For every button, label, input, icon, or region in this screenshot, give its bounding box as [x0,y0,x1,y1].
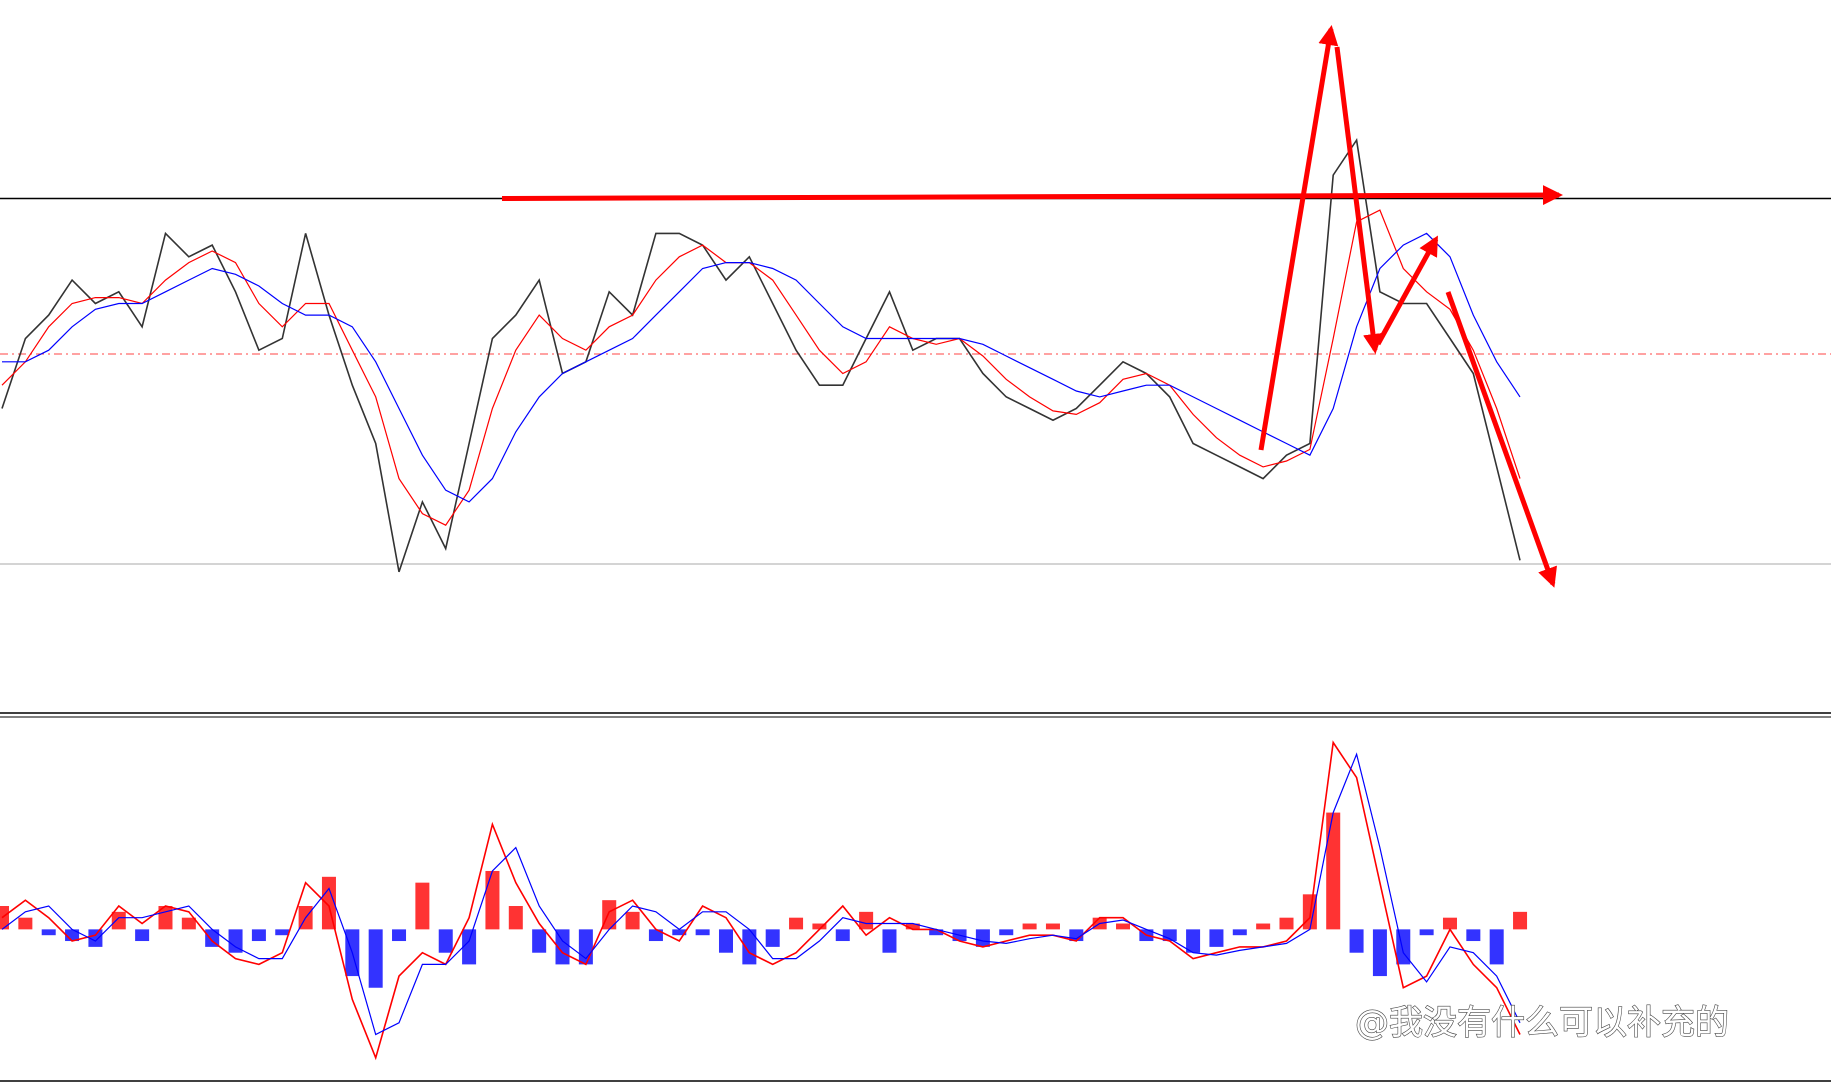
histogram-bar [1466,929,1481,942]
histogram-bar [1232,929,1247,936]
histogram-bar [0,906,10,930]
histogram-bar [1022,923,1037,930]
histogram-bar [789,917,804,930]
annotations [501,25,1563,588]
arrow [501,185,1563,206]
histogram-bar [438,929,453,953]
histogram-bar [111,911,126,930]
histogram-bar [368,929,383,988]
histogram-bar [485,870,500,930]
histogram-bar [1279,917,1294,930]
histogram-bar [1442,917,1457,930]
histogram-bar [1513,911,1528,930]
histogram-bar [1419,929,1434,936]
histogram-bar [695,929,710,936]
histogram-bar [999,929,1014,936]
histogram-bar [835,929,850,942]
series-line [2,232,1521,503]
histogram-bar [1162,929,1177,942]
histogram-bar [859,911,874,930]
histogram-bar [1302,894,1317,930]
arrow [1375,235,1439,346]
histogram-bar [905,923,920,930]
histogram-bar [205,929,220,947]
histogram-bar [1326,812,1341,930]
histogram-bar [228,929,243,953]
price-panel [0,137,1831,573]
histogram-bar [812,923,827,930]
histogram-bar [1186,929,1201,953]
histogram-bar [1256,923,1271,930]
histogram-bar [648,929,663,942]
histogram-bar [41,929,56,936]
histogram-bar [1349,929,1364,953]
histogram-bar [882,929,897,953]
histogram-bar [181,917,196,930]
histogram-bar [602,900,617,930]
histogram-bar [532,929,547,953]
histogram-bar [88,929,103,947]
histogram-bar [555,929,570,965]
series-line [1,137,1521,573]
series-line [1,752,1521,1036]
series-line [1,740,1521,1061]
histogram-bar [462,929,477,965]
histogram-bar [1372,929,1387,977]
histogram-bar [1069,929,1084,942]
histogram-bar [625,911,640,930]
histogram-bar [251,929,266,942]
histogram-bar [321,876,336,930]
histogram-bar [18,917,33,930]
watermark: @我没有什么可以补充的 [1355,1003,1729,1043]
histogram-bar [135,929,150,942]
histogram-bar [1116,923,1131,930]
histogram-bar [158,906,173,930]
macd-panel [0,740,1528,1061]
histogram-bar [672,929,687,936]
arrow [1334,46,1383,354]
arrow [1445,291,1557,588]
arrow [1258,25,1339,451]
histogram-bar [275,929,290,936]
histogram-bar [1209,929,1224,947]
series-line [1,209,1521,526]
histogram-bar [415,882,430,930]
histogram-bar [508,906,523,930]
histogram-bar [975,929,990,947]
histogram-bar [1489,929,1504,965]
histogram-bar [1045,923,1060,930]
histogram-bar [929,929,944,936]
histogram-bar [65,929,80,942]
histogram-bar [765,929,780,947]
histogram-bar [392,929,407,942]
histogram-bar [718,929,733,953]
histogram-bar [742,929,757,965]
